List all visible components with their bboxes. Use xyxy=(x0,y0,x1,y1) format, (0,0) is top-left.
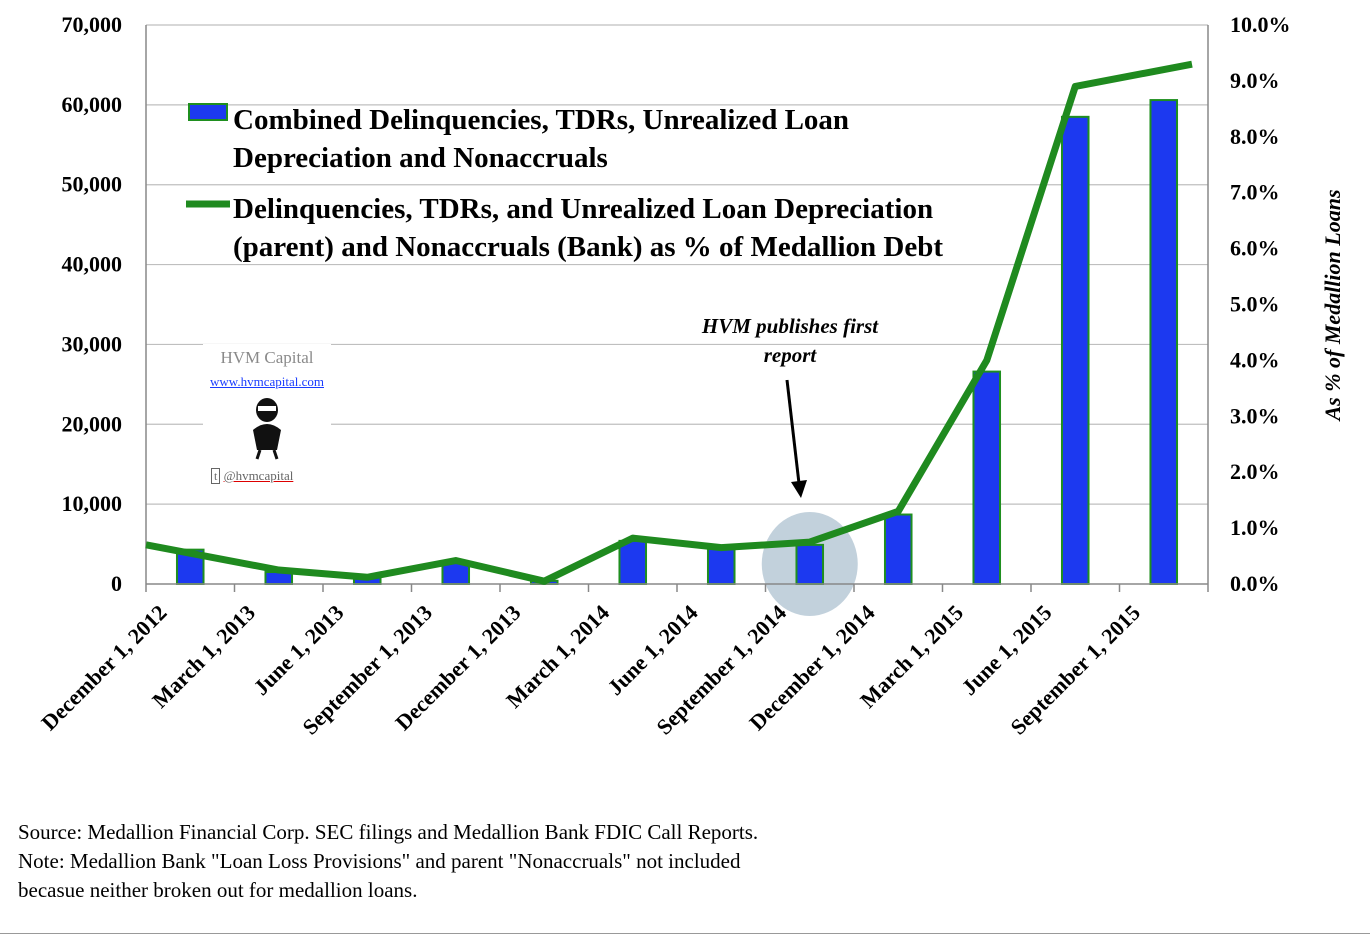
y2-tick-label: 2.0% xyxy=(1230,459,1280,484)
y2-axis-ticks: 0.0% 1.0% 2.0% 3.0% 4.0% 5.0% 6.0% 7.0% 8.0% 9.0%… xyxy=(1230,12,1291,596)
y2-tick-label: 1.0% xyxy=(1230,515,1280,540)
bar xyxy=(795,543,825,585)
y2-tick-label: 10.0% xyxy=(1230,12,1291,37)
logo-url-link[interactable]: www.hvmcapital.com xyxy=(210,374,324,389)
legend-bar-swatch xyxy=(188,103,228,121)
y-tick-label: 0 xyxy=(111,571,122,596)
legend-line-label-line1: Delinquencies, TDRs, and Unrealized Loan… xyxy=(233,193,933,225)
y-tick-label: 50,000 xyxy=(62,172,123,197)
annotation: HVM publishes first report xyxy=(701,314,879,498)
line-series xyxy=(145,60,1193,585)
axes xyxy=(145,25,1209,592)
legend-bar-label-line2: Depreciation and Nonaccruals xyxy=(233,142,608,174)
line-series-path xyxy=(145,60,1193,585)
ninja-icon xyxy=(253,398,281,460)
bar xyxy=(618,539,648,585)
annotation-arrow-head xyxy=(791,480,807,498)
y2-tick-label: 7.0% xyxy=(1230,180,1280,205)
y2-tick-label: 6.0% xyxy=(1230,236,1280,261)
bar xyxy=(883,513,913,586)
y-tick-label: 40,000 xyxy=(62,252,123,277)
y2-tick-label: 3.0% xyxy=(1230,403,1280,428)
bar xyxy=(706,547,736,585)
bar xyxy=(972,370,1002,585)
y2-axis-label: As % of Medallion Loans xyxy=(1320,189,1345,422)
bottom-rule xyxy=(0,933,1370,934)
y-tick-label: 10,000 xyxy=(62,491,123,516)
annotation-text-line2: report xyxy=(764,343,818,367)
y2-tick-label: 0.0% xyxy=(1230,571,1280,596)
y2-tick-label: 8.0% xyxy=(1230,124,1280,149)
logo-name: HVM Capital xyxy=(220,348,314,367)
legend-bar-label-line1: Combined Delinquencies, TDRs, Unrealized… xyxy=(233,104,849,136)
x-tick-label: December 1, 2012 xyxy=(36,600,171,735)
y-tick-label: 20,000 xyxy=(62,411,123,436)
footnotes: Source: Medallion Financial Corp. SEC fi… xyxy=(18,818,758,905)
annotation-arrow-shaft xyxy=(785,379,802,493)
twitter-icon: t xyxy=(211,468,221,484)
y-tick-label: 30,000 xyxy=(62,331,123,356)
y2-tick-label: 5.0% xyxy=(1230,292,1280,317)
y2-tick-label: 4.0% xyxy=(1230,347,1280,372)
legend-line-label-line2: (parent) and Nonaccruals (Bank) as % of … xyxy=(233,231,943,263)
y2-tick-label: 9.0% xyxy=(1230,68,1280,93)
legend: Combined Delinquencies, TDRs, Unrealized… xyxy=(186,103,943,263)
footnote-note-line1: Note: Medallion Bank "Loan Loss Provisio… xyxy=(18,849,741,873)
bar xyxy=(1149,99,1179,586)
bar xyxy=(1060,115,1090,585)
y-tick-label: 70,000 xyxy=(62,12,123,37)
annotation-text-line1: HVM publishes first xyxy=(701,314,879,338)
logo-watermark: HVM Capital www.hvmcapital.com t @hvmcap… xyxy=(203,344,331,492)
logo-handle-text: @hvmcapital xyxy=(223,468,294,483)
y-axis-ticks: 0 10,000 20,000 30,000 40,000 50,000 60,000 70,… xyxy=(62,12,123,596)
y-tick-label: 60,000 xyxy=(62,92,123,117)
logo-handle: t @hvmcapital xyxy=(211,468,293,484)
footnote-source: Source: Medallion Financial Corp. SEC fi… xyxy=(18,820,759,844)
footnote-note-line2: becasue neither broken out for medallion… xyxy=(18,878,418,902)
